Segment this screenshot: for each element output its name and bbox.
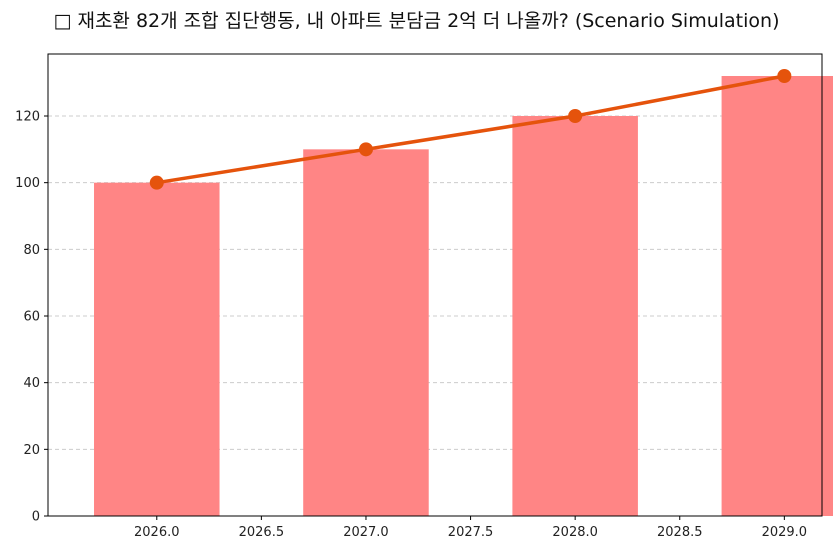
y-tick-label: 20 [23,443,40,458]
y-tick-label: 60 [23,310,40,325]
x-tick-label: 2029.0 [762,525,808,540]
line-series [149,69,792,190]
line-marker [149,175,164,190]
line-marker [777,69,792,83]
x-tick-label: 2027.0 [343,525,389,540]
bar [303,149,429,517]
y-tick-label: 0 [32,510,40,525]
plot-frame [47,53,823,517]
y-tick-label: 40 [23,376,40,391]
line-marker [568,109,583,123]
y-tick-label: 80 [23,243,40,258]
line-marker [358,142,373,157]
bar [512,116,638,516]
axes: 0 20 40 60 80 100 120 2026.0 2026.5 2027.0 2027.5 2… [15,110,807,541]
y-tick-label: 120 [15,110,40,125]
line-path [156,74,785,185]
bar [721,76,833,516]
y-tick-label: 100 [15,176,40,191]
gridlines [48,115,822,450]
x-tick-label: 2026.5 [239,525,285,540]
x-tick-label: 2027.5 [448,525,494,540]
x-tick-label: 2028.5 [657,525,703,540]
x-tick-label: 2026.0 [134,525,180,540]
bar [94,182,220,516]
chart-title: □ 재초환 82개 조합 집단행동, 내 아파트 분담금 2억 더 나올까? (… [53,10,780,32]
x-tick-label: 2028.0 [552,525,598,540]
bar-series [94,76,833,517]
